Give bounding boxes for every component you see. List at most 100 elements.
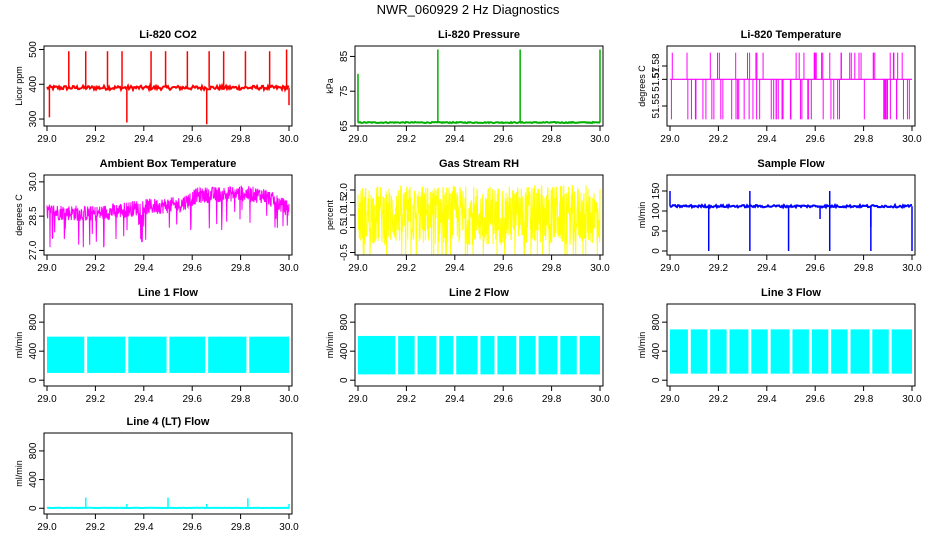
flow-band-segment — [480, 335, 495, 375]
x-tick-label: 29.0 — [660, 394, 680, 405]
x-tick-label: 29.8 — [854, 134, 874, 145]
y-tick-label: 800 — [28, 313, 39, 330]
y-tick-label: 2.0 — [339, 183, 350, 197]
plot-frame — [43, 174, 293, 256]
panel-title: Gas Stream RH — [439, 158, 519, 170]
y-tick-label: 0.5 — [339, 220, 350, 234]
x-tick-label: 29.2 — [709, 134, 729, 145]
y-tick-label: 400 — [651, 342, 662, 359]
y-tick-label: 30.0 — [28, 172, 39, 192]
line4-lt-flow-panel: Line 4 (LT) Flow 29.0 29.2 29.4 29.6 29.8 30.0… — [14, 416, 299, 533]
flow-band-segment — [770, 329, 790, 374]
plot-frame — [666, 174, 916, 256]
y-axis: 0 400 800 — [651, 313, 667, 383]
x-tick-label: 29.4 — [134, 522, 154, 533]
panel-title: Ambient Box Temperature — [100, 158, 237, 170]
flow-band-segment — [87, 336, 126, 373]
y-tick-label: 51.55 — [651, 93, 662, 118]
y-axis: 65 75 85 — [339, 50, 355, 132]
flow-band-segment — [670, 329, 688, 374]
x-tick-label: 29.4 — [445, 394, 465, 405]
series-co2 — [46, 49, 290, 125]
x-tick-label: 29.6 — [805, 263, 825, 274]
flow-band-segment — [249, 336, 289, 373]
y-axis: 27.0 28.5 30.0 — [28, 172, 44, 260]
x-tick-label: 29.2 — [86, 263, 106, 274]
flow-band-segment — [358, 335, 396, 375]
series-line — [669, 202, 913, 210]
plot-frame — [354, 45, 604, 127]
x-tick-label: 29.2 — [397, 394, 417, 405]
x-tick-label: 29.8 — [542, 394, 562, 405]
flow-band-segment — [690, 329, 708, 374]
y-tick-label: 150 — [651, 182, 662, 199]
x-tick-label: 29.0 — [660, 134, 680, 145]
panel-title: Li-820 CO2 — [139, 29, 196, 41]
y-tick-label: 800 — [28, 442, 39, 459]
y-axis: 0 400 800 — [339, 313, 355, 383]
x-tick-label: 29.0 — [348, 394, 368, 405]
x-tick-label: 29.6 — [182, 134, 202, 145]
y-tick-label: 0 — [28, 377, 39, 383]
x-tick-label: 29.2 — [709, 263, 729, 274]
flow-band-segment — [47, 336, 85, 373]
y-axis: -0.5 0.51.01.52.0 — [339, 183, 355, 261]
y-tick-label: 1.0 — [339, 208, 350, 222]
flow-band-segment — [751, 329, 768, 374]
x-tick-label: 29.6 — [182, 263, 202, 274]
series-line3 — [670, 329, 912, 374]
flow-band-segment — [710, 329, 727, 374]
plot-frame — [666, 303, 916, 387]
y-axis: 0 400 800 — [28, 442, 44, 511]
x-tick-label: 30.0 — [279, 522, 299, 533]
x-tick-label: 29.0 — [37, 263, 57, 274]
y-tick-label: 51.57 — [651, 66, 662, 91]
flow-band-segment — [872, 329, 889, 374]
panel-title: Line 1 Flow — [138, 287, 198, 299]
x-tick-label: 30.0 — [902, 394, 922, 405]
x-tick-label: 29.8 — [542, 134, 562, 145]
x-tick-label: 29.0 — [37, 134, 57, 145]
y-axis: 0 50 100 150 — [651, 182, 667, 254]
series-temp — [670, 52, 912, 120]
x-tick-label: 29.2 — [86, 134, 106, 145]
x-tick-label: 29.6 — [493, 394, 513, 405]
x-tick-label: 30.0 — [902, 134, 922, 145]
x-tick-label: 29.4 — [757, 394, 777, 405]
x-tick-label: 29.0 — [660, 263, 680, 274]
x-tick-label: 29.6 — [182, 394, 202, 405]
x-tick-label: 29.0 — [37, 394, 57, 405]
x-tick-label: 29.8 — [854, 263, 874, 274]
x-tick-label: 29.2 — [397, 134, 417, 145]
panel-title: Line 2 Flow — [449, 287, 509, 299]
x-tick-label: 29.2 — [86, 394, 106, 405]
y-axis-label: degrees C — [14, 194, 24, 236]
x-tick-label: 29.8 — [231, 522, 251, 533]
y-tick-label: 27.0 — [28, 240, 39, 260]
y-axis-label: ml/min — [325, 332, 335, 359]
flow-band-segment — [729, 329, 749, 374]
series-line — [357, 120, 601, 125]
x-tick-label: 29.4 — [445, 134, 465, 145]
y-tick-label: 100 — [651, 202, 662, 219]
x-tick-label: 30.0 — [279, 263, 299, 274]
y-tick-label: 65 — [339, 120, 350, 132]
series-ambient — [46, 185, 290, 248]
plot-frame — [43, 432, 293, 515]
co2-panel: Li-820 CO2 29.0 29.2 29.4 29.6 29.8 30.0 300 400… — [14, 29, 299, 145]
x-tick-label: 29.2 — [86, 522, 106, 533]
y-tick-label: 50 — [651, 225, 662, 237]
y-axis-label: percent — [325, 199, 335, 230]
flow-band-segment — [850, 329, 870, 374]
y-tick-label: 85 — [339, 50, 350, 62]
y-axis-label: ml/min — [14, 460, 24, 487]
y-tick-label: 800 — [339, 313, 350, 330]
flow-band-segment — [456, 335, 478, 375]
x-tick-label: 29.8 — [231, 263, 251, 274]
y-tick-label: 400 — [28, 342, 39, 359]
x-tick-label: 29.2 — [709, 394, 729, 405]
y-axis-label: ml/min — [14, 332, 24, 359]
y-tick-label: 0 — [339, 377, 350, 383]
